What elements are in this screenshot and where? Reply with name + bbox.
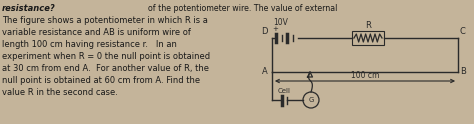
Text: 100 cm: 100 cm	[351, 71, 379, 80]
Text: D: D	[262, 27, 268, 36]
Text: 10V: 10V	[273, 18, 289, 27]
Text: +: +	[272, 26, 278, 32]
Text: The figure shows a potentiometer in which R is a
variable resistance and AB is u: The figure shows a potentiometer in whic…	[2, 16, 210, 97]
Text: R: R	[365, 21, 371, 30]
Text: of the potentiometer wire. The value of external: of the potentiometer wire. The value of …	[148, 4, 337, 13]
Text: A: A	[262, 67, 268, 77]
Bar	[352, 31, 384, 45]
Text: C: C	[460, 27, 466, 36]
Text: resistance?: resistance?	[2, 4, 56, 13]
Text: G: G	[308, 97, 314, 103]
Text: Cell: Cell	[278, 88, 291, 94]
Text: B: B	[460, 67, 466, 77]
